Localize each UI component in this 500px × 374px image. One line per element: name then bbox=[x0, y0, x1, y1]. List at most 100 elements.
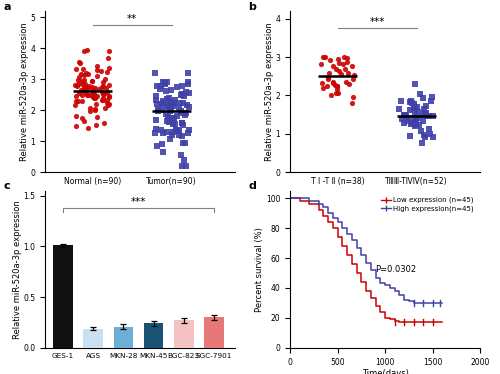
Point bbox=[402, 113, 409, 119]
Point bbox=[414, 116, 422, 122]
Point bbox=[420, 132, 428, 138]
Point bbox=[178, 100, 186, 106]
Point bbox=[178, 91, 186, 97]
Point bbox=[419, 118, 427, 124]
Point bbox=[93, 63, 101, 69]
Point bbox=[80, 48, 88, 54]
Text: P=0.0302: P=0.0302 bbox=[376, 266, 416, 275]
Point bbox=[170, 100, 178, 106]
Point bbox=[329, 63, 337, 69]
Point bbox=[90, 95, 98, 101]
Point bbox=[332, 83, 340, 89]
Point bbox=[152, 93, 160, 99]
Point bbox=[406, 133, 414, 139]
Point bbox=[324, 74, 332, 80]
Point bbox=[98, 89, 106, 95]
Point bbox=[166, 107, 174, 113]
Point bbox=[166, 136, 174, 142]
Point bbox=[424, 126, 432, 132]
Point bbox=[71, 82, 79, 88]
Point bbox=[158, 101, 166, 107]
Point bbox=[178, 120, 186, 126]
Point bbox=[88, 92, 96, 98]
Point bbox=[165, 115, 173, 121]
Point bbox=[72, 93, 80, 99]
Point bbox=[172, 97, 179, 103]
Point bbox=[182, 89, 190, 95]
Point bbox=[326, 56, 334, 62]
Point bbox=[407, 121, 415, 127]
Point bbox=[420, 112, 428, 118]
Point bbox=[332, 90, 340, 96]
Point bbox=[412, 116, 420, 122]
Point bbox=[426, 131, 434, 137]
Point bbox=[414, 104, 422, 110]
Point bbox=[419, 95, 427, 101]
Point bbox=[178, 133, 186, 139]
Point bbox=[77, 87, 85, 93]
Y-axis label: Relative miR-520a-3p expression: Relative miR-520a-3p expression bbox=[20, 22, 29, 161]
Point bbox=[157, 83, 165, 89]
Point bbox=[88, 78, 96, 84]
Point bbox=[91, 95, 99, 101]
Point bbox=[89, 89, 97, 95]
Point bbox=[80, 77, 88, 83]
Point bbox=[82, 70, 90, 76]
Point bbox=[84, 71, 92, 77]
Point bbox=[180, 157, 188, 163]
Point bbox=[74, 90, 82, 96]
Point bbox=[166, 99, 174, 105]
Point bbox=[103, 89, 111, 95]
Y-axis label: Relative miR-520a-3p expression: Relative miR-520a-3p expression bbox=[13, 200, 22, 338]
Point bbox=[421, 134, 429, 140]
Point bbox=[74, 81, 82, 87]
Point bbox=[428, 94, 436, 99]
Point bbox=[75, 74, 83, 80]
Point bbox=[346, 80, 354, 86]
Point bbox=[106, 94, 114, 100]
Point bbox=[168, 132, 176, 138]
Point bbox=[104, 82, 112, 88]
Point bbox=[174, 113, 182, 119]
Point bbox=[163, 96, 171, 102]
Point bbox=[78, 98, 86, 104]
Point bbox=[344, 70, 352, 76]
Point bbox=[410, 120, 418, 126]
Point bbox=[98, 84, 106, 90]
Point bbox=[165, 95, 173, 101]
Point bbox=[412, 118, 420, 124]
Point bbox=[185, 91, 193, 96]
Point bbox=[166, 104, 174, 110]
Point bbox=[85, 83, 93, 89]
Point bbox=[327, 92, 335, 98]
Point bbox=[90, 91, 98, 97]
Point bbox=[168, 115, 175, 121]
Point bbox=[406, 99, 413, 105]
Point bbox=[153, 143, 161, 149]
Point bbox=[323, 83, 331, 89]
Point bbox=[78, 81, 86, 87]
Point bbox=[100, 79, 108, 85]
Point bbox=[184, 79, 192, 85]
Point bbox=[400, 120, 408, 126]
Point bbox=[158, 107, 166, 113]
Point bbox=[92, 101, 100, 107]
Point bbox=[81, 84, 89, 90]
Point bbox=[184, 130, 192, 136]
Legend: Low expression (n=45), High expression(n=45): Low expression (n=45), High expression(n… bbox=[378, 194, 476, 215]
Point bbox=[184, 70, 192, 76]
Point bbox=[349, 76, 357, 82]
Point bbox=[99, 95, 107, 101]
Bar bbox=[84, 329, 103, 348]
Text: ***: *** bbox=[131, 197, 146, 207]
Point bbox=[164, 114, 172, 120]
Point bbox=[177, 92, 185, 98]
Point bbox=[333, 86, 341, 92]
Point bbox=[340, 61, 347, 67]
Point bbox=[337, 71, 345, 77]
Text: c: c bbox=[3, 181, 10, 191]
Point bbox=[89, 87, 97, 93]
Point bbox=[329, 79, 337, 85]
Point bbox=[350, 73, 358, 79]
Point bbox=[412, 122, 420, 128]
